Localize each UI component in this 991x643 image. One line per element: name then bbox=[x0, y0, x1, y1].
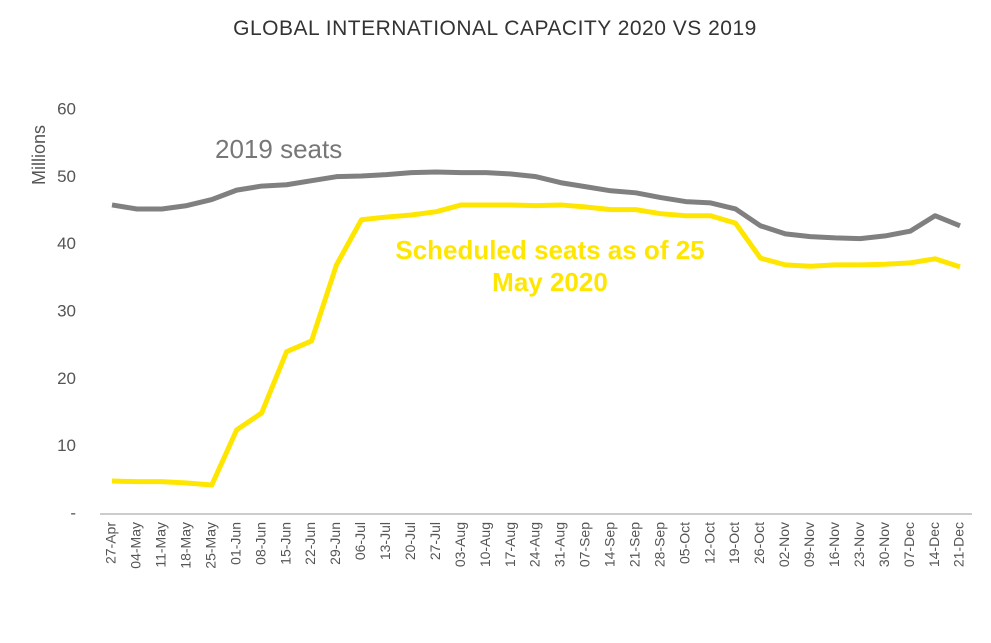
x-tick-label: 23-Nov bbox=[851, 522, 867, 567]
x-tick-label: 12-Oct bbox=[701, 522, 717, 564]
x-tick-label: 02-Nov bbox=[776, 522, 792, 567]
x-tick-label: 29-Jun bbox=[327, 522, 343, 565]
x-tick-label: 27-Apr bbox=[103, 522, 119, 564]
y-tick-label: 30 bbox=[57, 301, 76, 320]
series-label: Scheduled seats as of 25 May 2020 bbox=[395, 235, 705, 297]
x-tick-label: 14-Dec bbox=[926, 522, 942, 567]
x-tick-label: 08-Jun bbox=[252, 522, 268, 565]
x-tick-label: 22-Jun bbox=[302, 522, 318, 565]
x-tick-label: 14-Sep bbox=[602, 522, 618, 567]
x-tick-label: 28-Sep bbox=[651, 522, 667, 567]
x-tick-label: 06-Jul bbox=[352, 522, 368, 560]
y-axis-title: Millions bbox=[29, 125, 49, 185]
x-tick-label: 31-Aug bbox=[552, 522, 568, 567]
x-tick-label: 18-May bbox=[178, 522, 194, 569]
x-tick-label: 13-Jul bbox=[377, 522, 393, 560]
x-tick-label: 19-Oct bbox=[726, 522, 742, 564]
x-tick-label: 07-Sep bbox=[577, 522, 593, 567]
series-label: 2019 seats bbox=[215, 134, 342, 164]
x-tick-label: 25-May bbox=[202, 522, 218, 569]
x-tick-label: 16-Nov bbox=[826, 522, 842, 567]
x-tick-label: 03-Aug bbox=[452, 522, 468, 567]
line bbox=[111, 202, 961, 488]
x-tick-label: 30-Nov bbox=[876, 522, 892, 567]
y-tick-label: 10 bbox=[57, 436, 76, 455]
x-tick-label: 07-Dec bbox=[901, 522, 917, 567]
y-tick-label: 50 bbox=[57, 167, 76, 186]
x-tick-label: 21-Dec bbox=[951, 522, 967, 567]
x-tick-label: 21-Sep bbox=[626, 522, 642, 567]
y-tick-label: 40 bbox=[57, 234, 76, 253]
x-tick-label: 10-Aug bbox=[477, 522, 493, 567]
line bbox=[111, 169, 961, 242]
x-tick-label: 11-May bbox=[153, 522, 169, 568]
x-tick-label: 17-Aug bbox=[502, 522, 518, 567]
x-tick-label: 24-Aug bbox=[527, 522, 543, 567]
x-tick-label: 15-Jun bbox=[277, 522, 293, 565]
x-tick-label: 01-Jun bbox=[227, 522, 243, 565]
y-tick-label: 20 bbox=[57, 369, 76, 388]
x-tick-label: 04-May bbox=[128, 522, 144, 569]
x-tick-label: 09-Nov bbox=[801, 522, 817, 567]
x-tick-label: 27-Jul bbox=[427, 522, 443, 560]
chart-title: GLOBAL INTERNATIONAL CAPACITY 2020 VS 20… bbox=[233, 17, 757, 40]
y-tick-label: 60 bbox=[57, 99, 76, 118]
x-tick-label: 05-Oct bbox=[676, 522, 692, 564]
x-tick-label: 26-Oct bbox=[751, 522, 767, 564]
x-tick-label: 20-Jul bbox=[402, 522, 418, 560]
y-tick-label: - bbox=[70, 503, 76, 522]
